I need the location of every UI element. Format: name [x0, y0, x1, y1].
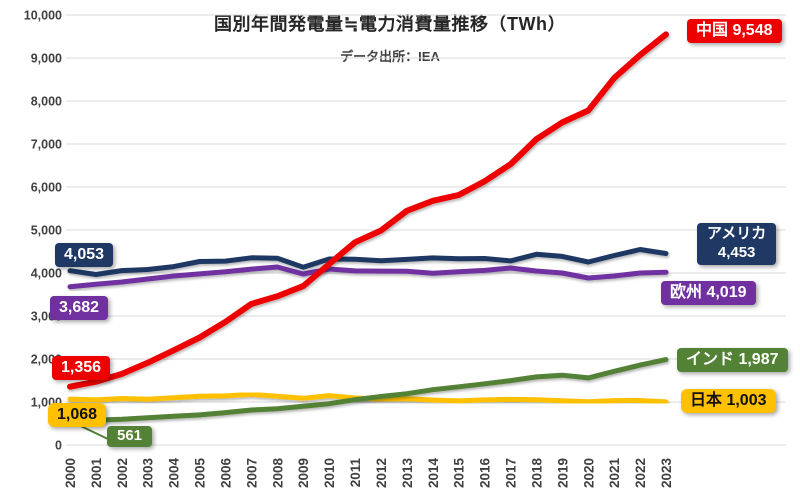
label-europe-end: 欧州 4,019	[661, 281, 756, 305]
y-axis-label: 4,000	[31, 267, 62, 281]
x-axis-label: 2014	[426, 458, 441, 489]
label-india-end: インド 1,987	[677, 348, 788, 372]
x-axis-label: 2008	[270, 458, 285, 489]
x-axis-label: 2005	[193, 458, 208, 489]
series-line-india	[67, 357, 669, 424]
label-china-start-value: 1,356	[52, 356, 111, 380]
label-japan-start-value: 1,068	[48, 403, 107, 427]
x-axis-label: 2009	[296, 458, 311, 488]
chart-subtitle: データ出所：IEA	[340, 49, 440, 64]
y-axis-label: 7,000	[31, 138, 62, 152]
y-axis-label: 6,000	[31, 181, 62, 195]
y-axis-label: 5,000	[31, 224, 62, 238]
x-axis-label: 2019	[555, 458, 570, 488]
label-china-end: 中国 9,548	[687, 19, 782, 43]
x-axis-label: 2013	[400, 458, 415, 489]
label-usa-end: アメリカ 4,453	[697, 223, 777, 265]
x-axis-label: 2007	[244, 458, 259, 488]
label-usa-end-name: アメリカ	[707, 225, 767, 242]
x-axis-label: 2016	[478, 458, 493, 489]
label-usa-start-value: 4,053	[55, 243, 114, 267]
label-japan-end: 日本 1,003	[681, 389, 776, 413]
x-axis-label: 2010	[322, 458, 337, 488]
series-line-china	[67, 31, 669, 390]
x-axis-label: 2018	[529, 458, 544, 489]
chart-title: 国別年間発電量≒電力消費量推移（TWh）	[213, 14, 567, 34]
y-axis-label: 9,000	[31, 52, 62, 66]
series-line-europe	[67, 264, 669, 290]
x-axis-label: 2012	[374, 458, 389, 488]
x-axis-label: 2011	[348, 458, 363, 488]
x-axis-label: 2006	[219, 458, 234, 489]
x-axis-label: 2003	[141, 458, 156, 489]
label-india-start-value: 561	[107, 426, 153, 447]
series-line-usa	[67, 247, 669, 277]
x-axis-label: 2001	[89, 458, 104, 489]
x-axis-label: 2022	[633, 458, 648, 488]
x-axis-label: 2000	[63, 458, 78, 488]
x-axis-label: 2020	[581, 458, 596, 488]
x-axis-label: 2023	[659, 458, 674, 489]
x-axis-label: 2015	[452, 458, 467, 489]
x-axis-label: 2017	[504, 458, 519, 488]
x-axis-label: 2021	[607, 458, 622, 489]
label-usa-end-value: 4,453	[717, 243, 756, 261]
y-axis-label: 10,000	[24, 9, 62, 23]
x-axis-label: 2002	[115, 458, 130, 488]
x-axis-label: 2004	[167, 458, 182, 489]
y-axis-label: 8,000	[31, 95, 62, 109]
y-axis-label: 0	[55, 439, 62, 453]
label-europe-start-value: 3,682	[50, 296, 109, 320]
